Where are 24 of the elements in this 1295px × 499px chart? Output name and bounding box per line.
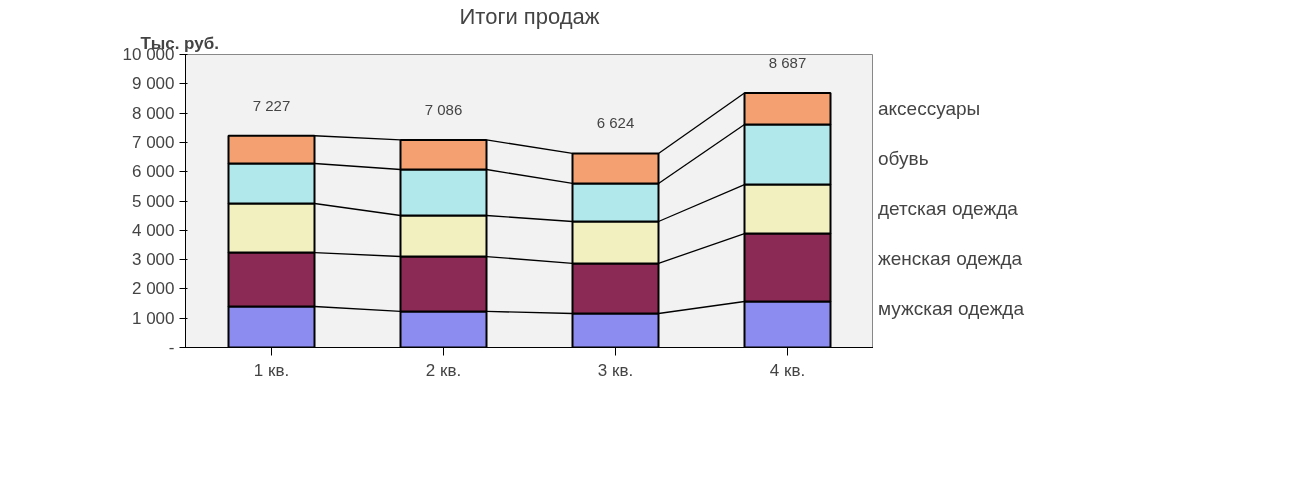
total-label: 7 227 (252, 96, 291, 114)
y-tick-label: 3 000 (131, 250, 175, 270)
text: детская одежда (878, 197, 1018, 220)
y-tick-label: 2 000 (131, 279, 175, 299)
text: мужская одежда (878, 297, 1025, 320)
y-tick-label: 9 000 (131, 74, 175, 94)
x-tick-label: 4 кв. (769, 360, 806, 380)
text: женская одежда (878, 247, 1023, 270)
y-tick-label: - (168, 338, 175, 357)
y-tick-label: 1 000 (131, 308, 175, 328)
total-label: 6 624 (596, 114, 635, 132)
text: аксессуары (878, 97, 981, 120)
y-tick-label: 4 000 (131, 220, 175, 240)
chart-title: Итоги продаж (459, 3, 600, 29)
text: обувь (878, 147, 929, 170)
x-tick-label: 3 кв. (597, 360, 634, 380)
y-tick-label: 7 000 (131, 132, 175, 152)
y-tick-label: 6 000 (131, 162, 175, 182)
x-tick-label: 2 кв. (425, 360, 462, 380)
y-tick-label: 8 000 (131, 103, 175, 123)
x-tick-label: 1 кв. (253, 360, 290, 380)
y-tick-label: 5 000 (131, 191, 175, 211)
total-label: 7 086 (424, 100, 463, 118)
total-label: 8 687 (768, 53, 807, 71)
